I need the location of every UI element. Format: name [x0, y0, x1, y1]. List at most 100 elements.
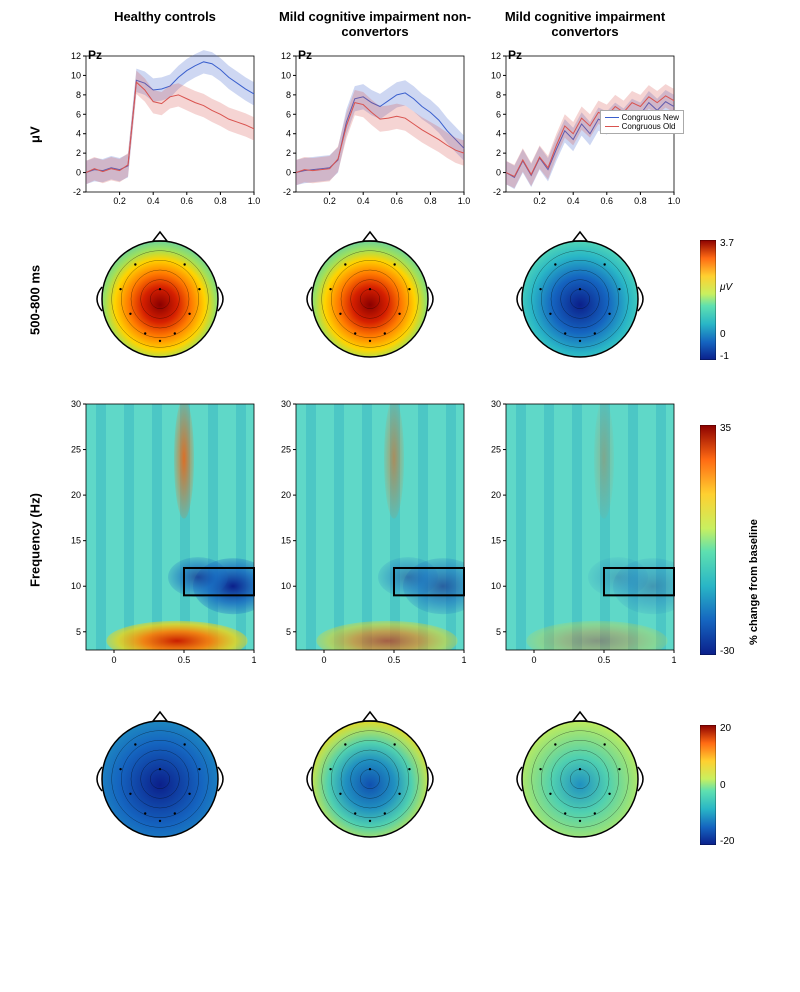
- svg-text:1: 1: [671, 655, 676, 665]
- svg-text:0: 0: [531, 655, 536, 665]
- svg-text:30: 30: [71, 400, 81, 409]
- colorbar-max: 20: [720, 723, 731, 734]
- svg-text:10: 10: [491, 70, 501, 80]
- svg-text:1.0: 1.0: [248, 196, 260, 206]
- column-title: Mild cognitive impairment convertors: [480, 10, 690, 50]
- erp-plot: -2 0 2 4 6 8 10 12 0.2 0.4 0.6 0.8 1.0: [270, 50, 470, 210]
- svg-text:0.2: 0.2: [533, 196, 546, 206]
- svg-text:30: 30: [281, 400, 291, 409]
- svg-text:2: 2: [76, 148, 81, 158]
- svg-text:4: 4: [286, 129, 291, 139]
- svg-text:6: 6: [76, 109, 81, 119]
- svg-text:0.6: 0.6: [181, 196, 194, 206]
- svg-text:0.2: 0.2: [323, 196, 336, 206]
- topo1-row-label: 500-800 ms: [10, 220, 60, 380]
- colorbar-mid: 0: [720, 780, 726, 791]
- svg-text:0.8: 0.8: [214, 196, 227, 206]
- svg-text:0.4: 0.4: [357, 196, 370, 206]
- svg-text:2: 2: [286, 148, 291, 158]
- erp-plot: -2 0 2 4 6 8 10 12 0.2 0.4 0.6 0.8 1.0: [60, 50, 260, 210]
- svg-text:0.6: 0.6: [601, 196, 614, 206]
- topo-map: [270, 220, 470, 370]
- tf-plot: 5 10 15 20 25 30 0 0.5 1: [60, 400, 260, 670]
- column-title: Healthy controls: [60, 10, 270, 50]
- svg-text:0.4: 0.4: [147, 196, 160, 206]
- svg-text:15: 15: [491, 536, 501, 546]
- svg-text:0: 0: [111, 655, 116, 665]
- svg-text:10: 10: [491, 581, 501, 591]
- svg-text:10: 10: [281, 70, 291, 80]
- svg-text:0: 0: [321, 655, 326, 665]
- colorbar-max: 35: [720, 423, 731, 434]
- topo-map: [480, 220, 680, 370]
- topo-map: [60, 700, 260, 850]
- svg-text:1.0: 1.0: [668, 196, 680, 206]
- svg-text:4: 4: [496, 129, 501, 139]
- svg-text:-2: -2: [493, 187, 501, 197]
- column-title: Mild cognitive impairment non-convertors: [270, 10, 480, 50]
- electrode-label: Pz: [298, 48, 312, 62]
- svg-text:0.5: 0.5: [178, 655, 191, 665]
- tf-plot: 5 10 15 20 25 30 0 0.5 1: [270, 400, 470, 670]
- svg-text:15: 15: [281, 536, 291, 546]
- svg-text:8: 8: [76, 90, 81, 100]
- svg-text:25: 25: [281, 445, 291, 455]
- svg-text:25: 25: [491, 445, 501, 455]
- svg-text:30: 30: [491, 400, 501, 409]
- topo-map: [270, 700, 470, 850]
- svg-text:8: 8: [496, 90, 501, 100]
- svg-text:20: 20: [491, 490, 501, 500]
- svg-text:4: 4: [76, 129, 81, 139]
- svg-text:6: 6: [286, 109, 291, 119]
- svg-text:2: 2: [496, 148, 501, 158]
- svg-text:0.8: 0.8: [424, 196, 437, 206]
- svg-text:15: 15: [71, 536, 81, 546]
- legend-label: Congruous New: [622, 113, 679, 122]
- svg-text:10: 10: [281, 581, 291, 591]
- svg-text:12: 12: [71, 51, 81, 61]
- svg-text:5: 5: [496, 627, 501, 637]
- svg-text:25: 25: [71, 445, 81, 455]
- svg-text:12: 12: [281, 51, 291, 61]
- svg-text:20: 20: [281, 490, 291, 500]
- colorbar-min: -30: [720, 646, 734, 657]
- svg-text:0: 0: [286, 168, 291, 178]
- colorbar-mid: 0: [720, 329, 726, 340]
- legend-label: Congruous Old: [622, 122, 676, 131]
- svg-text:0.2: 0.2: [113, 196, 126, 206]
- svg-text:20: 20: [71, 490, 81, 500]
- svg-text:0.8: 0.8: [634, 196, 647, 206]
- topo-map: [480, 700, 680, 850]
- svg-text:0.4: 0.4: [567, 196, 580, 206]
- svg-text:5: 5: [286, 627, 291, 637]
- svg-text:6: 6: [496, 109, 501, 119]
- svg-text:-2: -2: [73, 187, 81, 197]
- svg-text:10: 10: [71, 70, 81, 80]
- svg-text:1: 1: [251, 655, 256, 665]
- svg-text:1.0: 1.0: [458, 196, 470, 206]
- svg-text:1: 1: [461, 655, 466, 665]
- erp-legend: Congruous NewCongruous Old: [600, 110, 684, 134]
- svg-text:12: 12: [491, 51, 501, 61]
- svg-text:10: 10: [71, 581, 81, 591]
- colorbar: 20-200: [700, 725, 716, 845]
- colorbar-min: -1: [720, 351, 729, 362]
- colorbar-min: -20: [720, 836, 734, 847]
- svg-text:0: 0: [496, 168, 501, 178]
- svg-text:0.5: 0.5: [388, 655, 401, 665]
- colorbar: 3.7-10μV: [700, 240, 716, 360]
- electrode-label: Pz: [508, 48, 522, 62]
- tf-y-label: Frequency (Hz): [10, 400, 60, 680]
- colorbar: 35-30% change from baseline: [700, 425, 716, 655]
- svg-text:-2: -2: [283, 187, 291, 197]
- colorbar-max: 3.7: [720, 238, 734, 249]
- svg-text:5: 5: [76, 627, 81, 637]
- topo-map: [60, 220, 260, 370]
- erp-y-label: μV: [10, 50, 60, 220]
- tf-plot: 5 10 15 20 25 30 0 0.5 1: [480, 400, 680, 670]
- svg-text:0.6: 0.6: [391, 196, 404, 206]
- colorbar-axis-label: % change from baseline: [748, 435, 760, 645]
- svg-text:0: 0: [76, 168, 81, 178]
- svg-text:0.5: 0.5: [598, 655, 611, 665]
- svg-text:8: 8: [286, 90, 291, 100]
